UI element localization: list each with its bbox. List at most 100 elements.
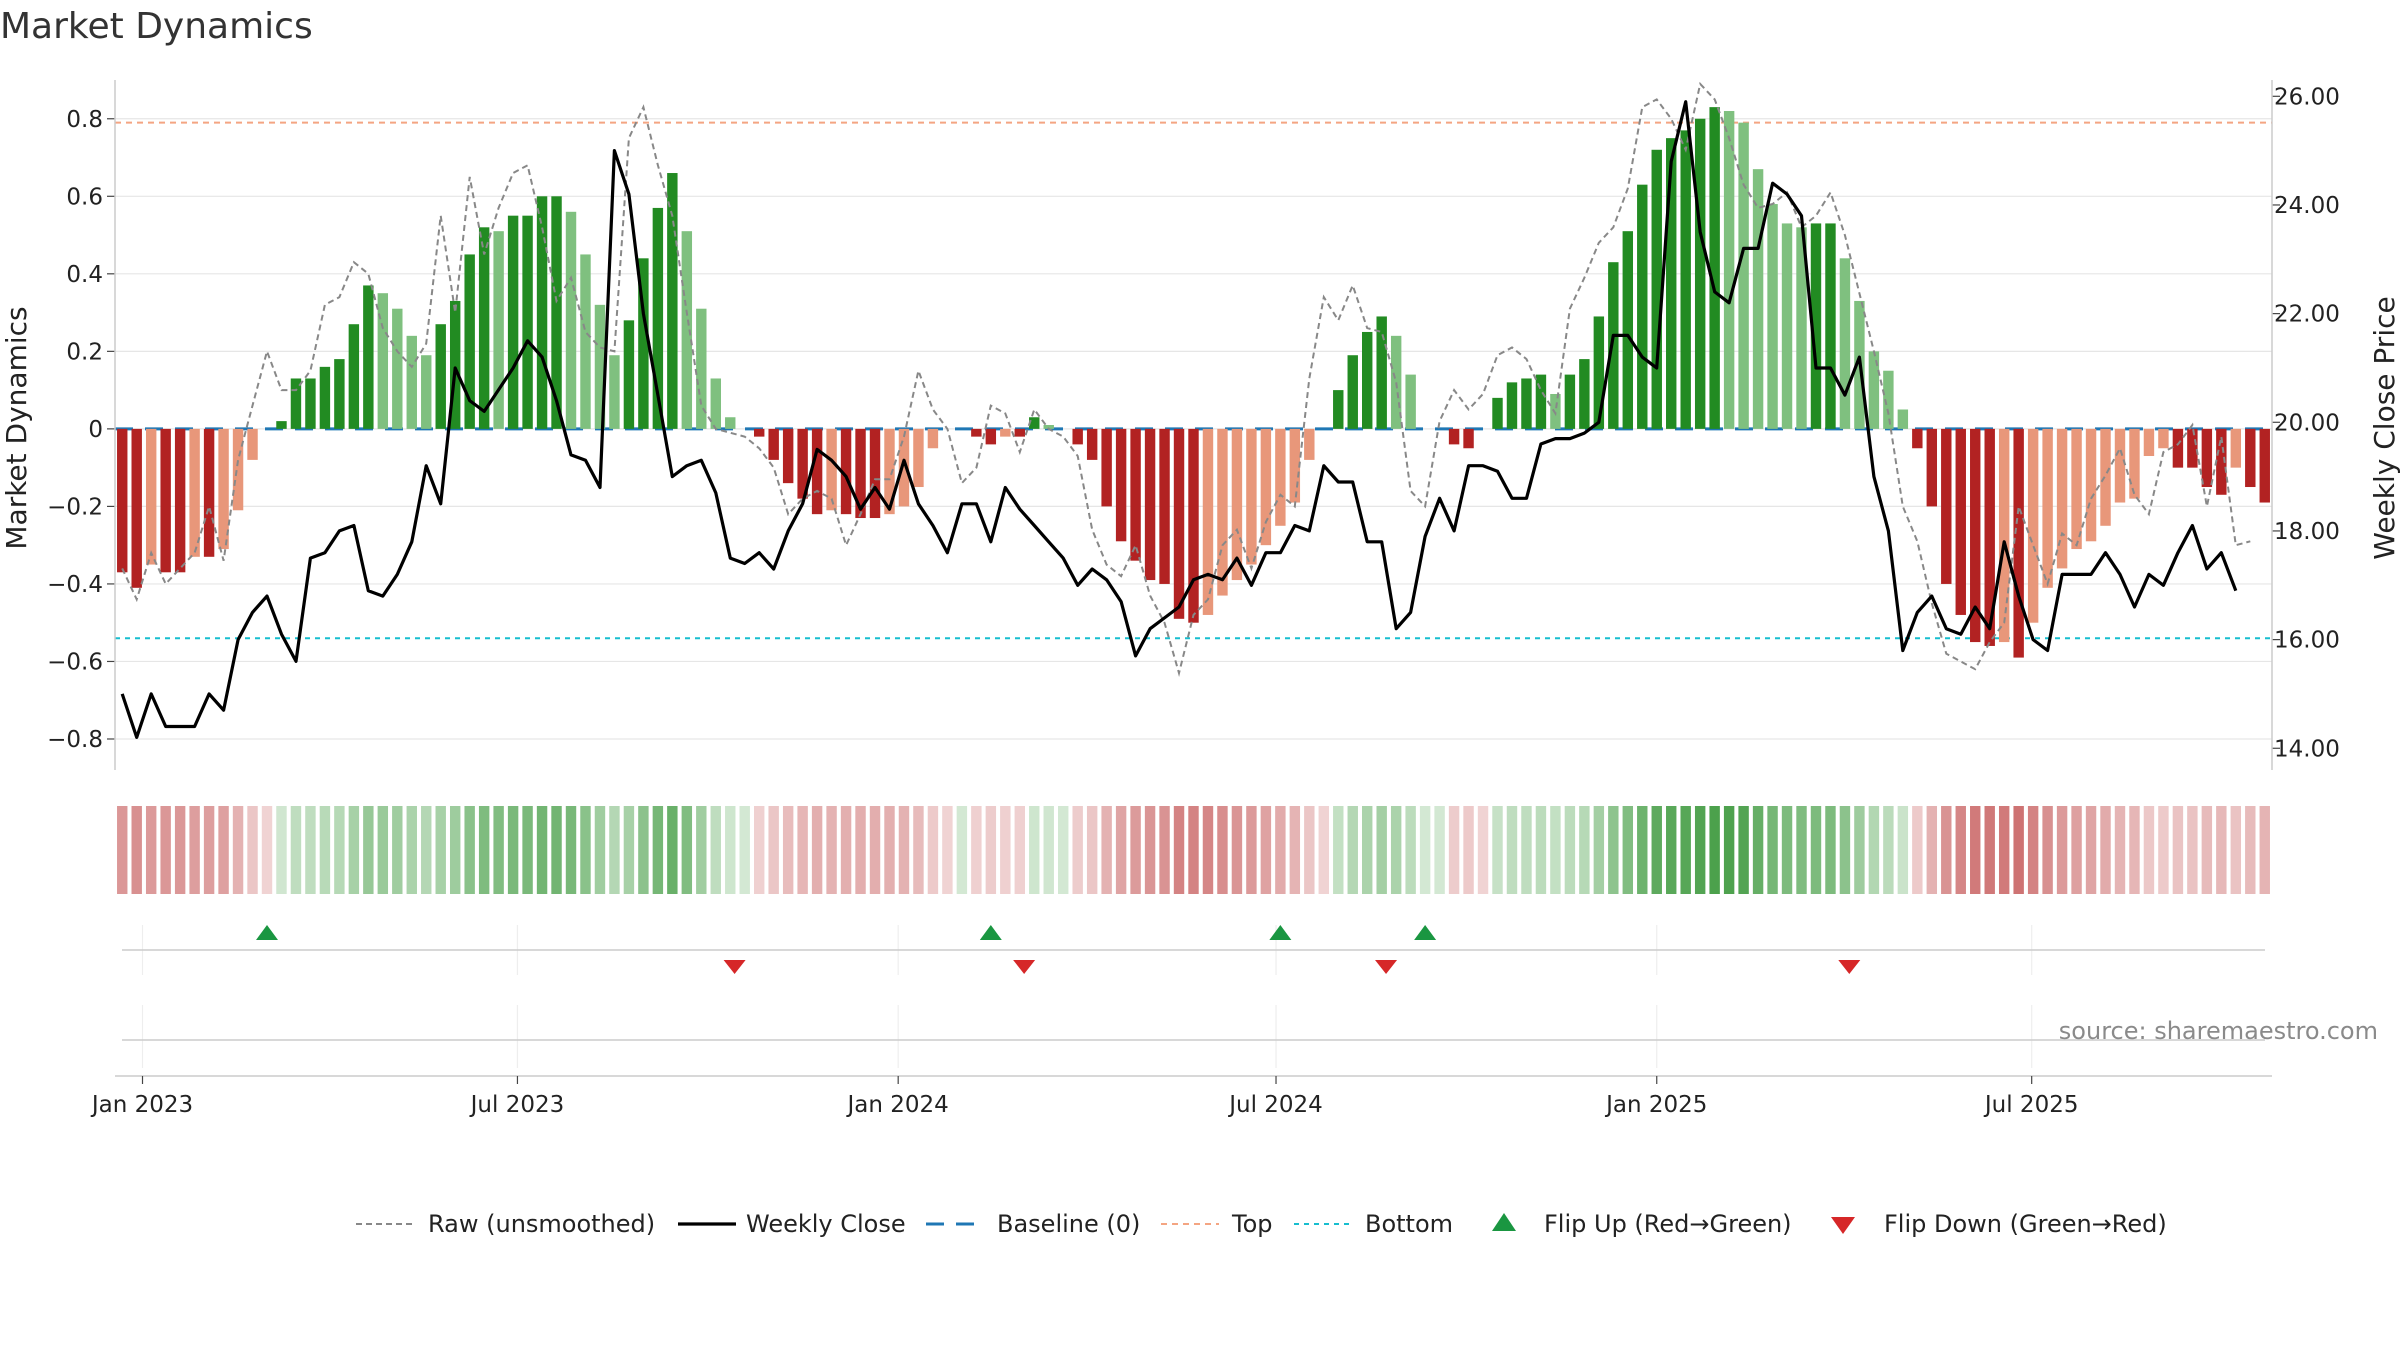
regime-cell bbox=[1622, 806, 1634, 894]
dynamics-bar bbox=[1521, 378, 1532, 429]
legend: Raw (unsmoothed) Weekly Close Baseline (0)… bbox=[356, 1210, 2167, 1238]
dynamics-bar bbox=[1029, 417, 1040, 429]
regime-cell bbox=[2042, 806, 2053, 894]
regime-cell bbox=[971, 806, 982, 894]
regime-cell bbox=[898, 806, 910, 894]
dynamics-bar bbox=[189, 428, 200, 557]
regime-cell bbox=[1419, 806, 1431, 894]
flip-up-marker bbox=[979, 925, 1002, 940]
dynamics-bar bbox=[2027, 428, 2039, 623]
regime-cell bbox=[319, 806, 331, 894]
regime-cell bbox=[1275, 806, 1286, 894]
regime-cell bbox=[1043, 806, 1054, 894]
regime-cell bbox=[1666, 806, 1677, 894]
dynamics-bar bbox=[145, 428, 157, 565]
dynamics-bar bbox=[1159, 428, 1170, 584]
legend-bottom-label: Bottom bbox=[1365, 1210, 1453, 1238]
regime-cell bbox=[913, 806, 924, 894]
flip-down-marker bbox=[1375, 960, 1398, 974]
regime-cell bbox=[1101, 806, 1112, 894]
regime-cell bbox=[811, 806, 823, 894]
dynamics-bar bbox=[2201, 428, 2213, 488]
dynamics-bar bbox=[1101, 428, 1112, 507]
flip-up-marker bbox=[1414, 925, 1437, 940]
flip-markers-panel bbox=[122, 925, 2265, 1068]
left-tick-label: 0.2 bbox=[66, 339, 103, 365]
dynamics-bar bbox=[305, 378, 316, 429]
regime-cell bbox=[464, 806, 475, 894]
left-tick-label: 0.8 bbox=[66, 107, 103, 133]
dynamics-bar bbox=[985, 428, 997, 445]
dynamics-bar bbox=[377, 293, 389, 429]
dynamics-bar bbox=[1390, 335, 1402, 429]
left-tick-label: −0.6 bbox=[47, 649, 103, 675]
regime-cell bbox=[1955, 806, 1966, 894]
regime-cell bbox=[348, 806, 360, 894]
dynamics-bar bbox=[652, 207, 664, 429]
dynamics-bar bbox=[1825, 223, 1836, 429]
regime-cell bbox=[1202, 806, 1214, 894]
regime-cell bbox=[1535, 806, 1547, 894]
chart-title: Market Dynamics bbox=[0, 6, 313, 47]
dynamics-bar bbox=[1014, 428, 1025, 437]
dynamics-bar bbox=[782, 428, 794, 484]
dynamics-bar bbox=[232, 428, 244, 511]
dynamics-bar bbox=[1984, 428, 1995, 646]
regime-cell bbox=[377, 806, 389, 894]
legend-flip-down-label: Flip Down (Green→Red) bbox=[1884, 1210, 2167, 1238]
dynamics-bar bbox=[1868, 351, 1880, 429]
regime-cell bbox=[1608, 806, 1619, 894]
source-note: source: sharemaestro.com bbox=[2059, 1017, 2378, 1045]
dynamics-bar bbox=[681, 231, 693, 429]
dynamics-bar bbox=[1231, 428, 1243, 581]
dynamics-bar bbox=[1289, 428, 1301, 503]
regime-cell bbox=[638, 806, 649, 894]
regime-cell bbox=[2114, 806, 2126, 894]
regime-cell bbox=[1709, 806, 1720, 894]
regime-cell bbox=[493, 806, 504, 894]
dynamics-bar bbox=[2114, 428, 2126, 503]
dynamics-bar bbox=[1637, 184, 1648, 429]
dynamics-bar bbox=[1781, 223, 1793, 429]
dynamics-bar bbox=[797, 428, 808, 499]
regime-cell bbox=[290, 806, 302, 894]
dynamics-bar bbox=[2172, 428, 2184, 468]
dynamics-bar bbox=[435, 324, 446, 429]
dynamics-bar bbox=[203, 428, 215, 557]
regime-cell bbox=[522, 806, 533, 894]
dynamics-bar bbox=[493, 231, 504, 429]
regime-cell bbox=[145, 806, 157, 894]
right-tick-label: 24.00 bbox=[2274, 193, 2340, 219]
dynamics-bar bbox=[1767, 204, 1778, 429]
regime-cell bbox=[1680, 806, 1691, 894]
regime-cell bbox=[1926, 806, 1938, 894]
regime-cell bbox=[768, 806, 779, 894]
dynamics-bar bbox=[1912, 428, 1923, 449]
dynamics-bar bbox=[1593, 316, 1605, 429]
regime-cell bbox=[696, 806, 707, 894]
dynamics-bar bbox=[319, 366, 331, 429]
regime-cell bbox=[276, 806, 287, 894]
legend-flip-up-swatch bbox=[1492, 1213, 1516, 1231]
date-tick-label: Jan 2025 bbox=[1604, 1092, 1707, 1118]
dynamics-bar bbox=[247, 428, 258, 460]
dynamics-bar bbox=[1709, 107, 1720, 429]
regime-cell bbox=[2187, 806, 2198, 894]
dynamics-bar bbox=[710, 378, 721, 429]
regime-cell bbox=[1188, 806, 1199, 894]
dynamics-bar bbox=[2100, 428, 2111, 526]
regime-cell bbox=[1637, 806, 1648, 894]
regime-cell bbox=[1130, 806, 1141, 894]
dynamics-bar bbox=[2158, 428, 2169, 449]
dynamics-bar bbox=[840, 428, 852, 515]
dynamics-bar bbox=[1883, 370, 1894, 429]
regime-strip bbox=[117, 806, 2270, 894]
regime-cell bbox=[174, 806, 186, 894]
right-tick-label: 18.00 bbox=[2274, 519, 2340, 545]
dynamics-bar bbox=[1810, 223, 1822, 429]
regime-cell bbox=[1897, 806, 1909, 894]
legend-top-label: Top bbox=[1231, 1210, 1273, 1238]
regime-cell bbox=[1333, 806, 1344, 894]
dynamics-bar bbox=[1796, 227, 1807, 429]
